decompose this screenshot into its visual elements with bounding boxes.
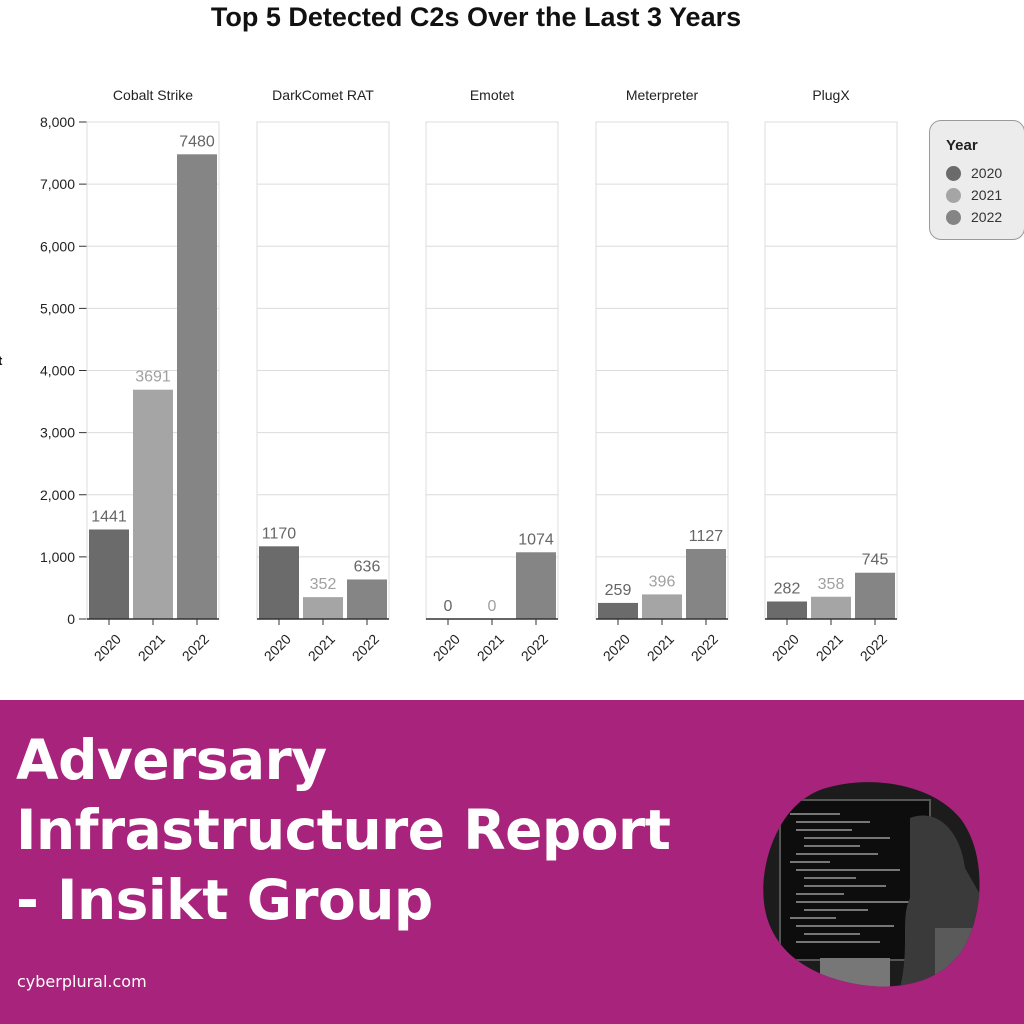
- bar-value-label: 1441: [91, 508, 127, 525]
- panel-header: PlugX: [812, 87, 850, 103]
- bar: [855, 572, 895, 619]
- legend-dot-2021: [946, 188, 961, 203]
- bar-value-label: 0: [444, 598, 453, 615]
- bar-value-label: 358: [818, 576, 845, 593]
- x-tick-label: 2020: [91, 631, 124, 664]
- y-tick-label: 7,000: [40, 176, 75, 192]
- bar-value-label: 3691: [135, 369, 171, 386]
- headline-line-1: Adversary: [16, 728, 327, 792]
- panel-header: Emotet: [470, 87, 514, 103]
- promo-banner: Adversary Infrastructure Report - Insikt…: [0, 700, 1024, 1024]
- x-tick-label: 2021: [813, 631, 846, 664]
- x-tick-label: 2020: [769, 631, 802, 664]
- headline-line-3: - Insikt Group: [16, 868, 433, 932]
- x-tick-label: 2022: [349, 631, 382, 664]
- site-url[interactable]: cyberplural.com: [17, 972, 147, 991]
- bar-value-label: 7480: [179, 133, 215, 150]
- headline-line-2: Infrastructure Report: [16, 798, 671, 862]
- x-tick-label: 2021: [644, 631, 677, 664]
- x-tick-label: 2020: [261, 631, 294, 664]
- y-tick-label: 8,000: [40, 114, 75, 130]
- bar-value-label: 636: [354, 558, 381, 575]
- legend-title: Year: [946, 137, 978, 154]
- x-tick-label: 2022: [857, 631, 890, 664]
- chart-svg: 0 1,000 2,000 3,000 4,000 5,000 6,000 7,000 8,00…: [40, 87, 898, 664]
- bar-value-label: 259: [605, 582, 632, 599]
- bar: [686, 548, 726, 619]
- legend-dot-2020: [946, 166, 961, 181]
- chart-area: Top 5 Detected C2s Over the Last 3 Years…: [0, 2, 1024, 665]
- y-tick-label: 5,000: [40, 300, 75, 316]
- x-tick-label: 2022: [179, 631, 212, 664]
- x-tick-label: 2022: [518, 631, 551, 664]
- bar-value-label: 1170: [262, 525, 297, 542]
- legend-label-2022: 2022: [971, 209, 1003, 225]
- y-tick-label: 6,000: [40, 238, 75, 254]
- x-tick-label: 2022: [688, 631, 721, 664]
- x-tick-label: 2020: [600, 631, 633, 664]
- bar: [259, 546, 299, 619]
- y-tick-label: 0: [67, 611, 75, 627]
- bar: [303, 597, 343, 619]
- bar-value-label: 1074: [518, 531, 554, 548]
- y-tick-label: 1,000: [40, 549, 75, 565]
- legend: Year 2020 2021 2022: [929, 120, 1024, 240]
- panel-header: Meterpreter: [626, 87, 699, 103]
- bar-value-label: 396: [649, 573, 676, 590]
- y-axis-label-fragment: t: [0, 353, 3, 368]
- bar-value-label: 0: [488, 598, 497, 615]
- code-screen-photo: [763, 782, 980, 987]
- bar: [516, 552, 556, 619]
- bar: [89, 529, 129, 619]
- bar: [177, 154, 217, 619]
- bar-value-label: 282: [774, 580, 801, 597]
- bar-value-label: 745: [862, 552, 889, 569]
- panel-header: DarkComet RAT: [272, 87, 374, 103]
- x-tick-label: 2020: [430, 631, 463, 664]
- bar: [767, 601, 807, 619]
- x-tick-label: 2021: [135, 631, 168, 664]
- y-tick-label: 4,000: [40, 363, 75, 379]
- legend-label-2021: 2021: [971, 187, 1003, 203]
- panel-header: Cobalt Strike: [113, 87, 193, 103]
- bar-value-label: 1127: [689, 528, 724, 545]
- chart-title: Top 5 Detected C2s Over the Last 3 Years: [210, 2, 742, 32]
- bar: [133, 389, 173, 619]
- x-tick-label: 2021: [474, 631, 507, 664]
- bar: [811, 596, 851, 619]
- legend-label-2020: 2020: [971, 165, 1003, 181]
- y-tick-label: 2,000: [40, 487, 75, 503]
- x-tick-label: 2021: [305, 631, 338, 664]
- bar: [347, 579, 387, 619]
- bar: [598, 602, 638, 619]
- y-tick-label: 3,000: [40, 425, 75, 441]
- legend-dot-2022: [946, 210, 961, 225]
- bar-value-label: 352: [310, 576, 337, 593]
- bar: [642, 594, 682, 619]
